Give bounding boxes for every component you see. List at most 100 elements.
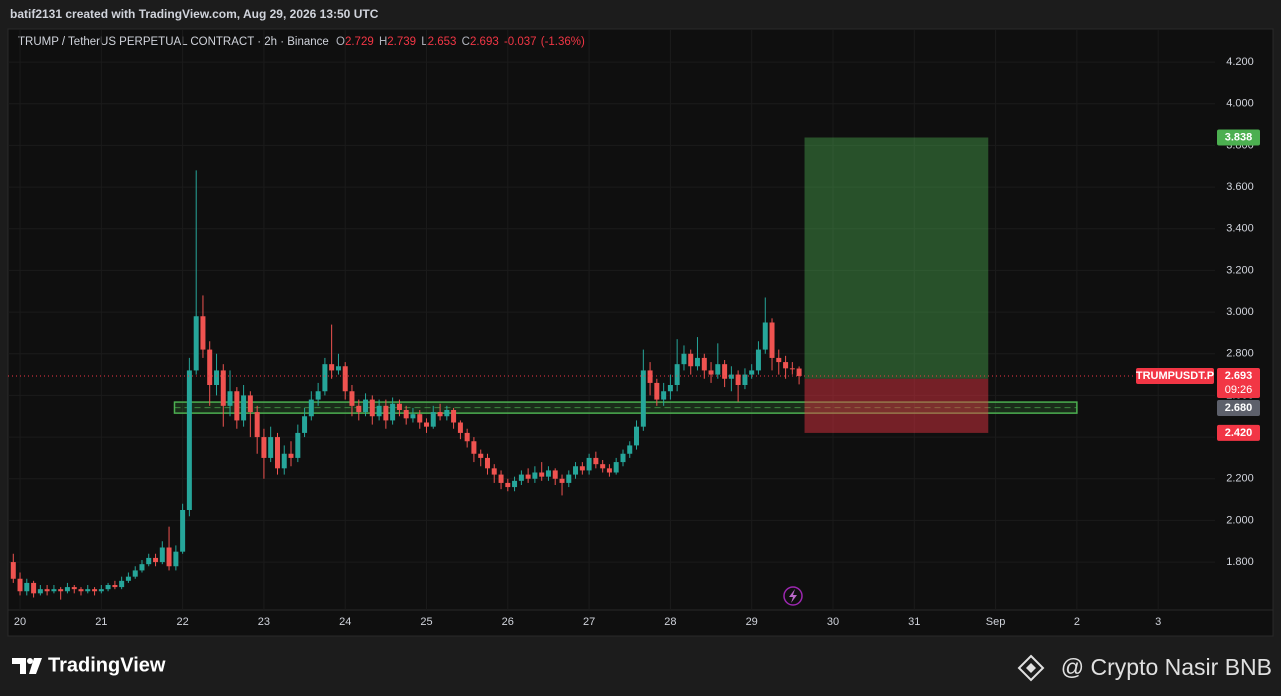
candle-body (593, 457, 599, 465)
candle-body (356, 405, 362, 413)
candle-body (85, 589, 91, 592)
candle-body (315, 391, 321, 400)
logo-mark (29, 658, 42, 674)
candle-body (241, 395, 247, 421)
candle-body (667, 385, 673, 392)
candle-body (579, 466, 585, 471)
x-tick-label: 22 (176, 616, 188, 628)
candle-body (37, 589, 43, 594)
candle-body (302, 416, 308, 433)
credit: batif2131 created with TradingView.com, … (10, 7, 379, 21)
y-tick-label: 2.200 (1226, 473, 1254, 485)
x-tick-label: 26 (502, 616, 514, 628)
y-tick-label: 3.000 (1226, 306, 1254, 318)
candle-body (369, 399, 375, 417)
x-tick-label: 24 (339, 616, 351, 628)
x-tick-label: 21 (95, 616, 107, 628)
candle-body (586, 457, 592, 471)
candle-body (139, 564, 145, 571)
legend-label: O (336, 36, 345, 48)
stop-badge (1217, 424, 1260, 441)
x-tick-label: 20 (14, 616, 26, 628)
candle-body (661, 391, 667, 400)
candle-body (166, 547, 172, 567)
target-badge (1217, 129, 1260, 146)
candle-body (613, 462, 619, 473)
legend-label: C (462, 36, 470, 48)
candle-body (268, 437, 274, 458)
candle-body (119, 580, 125, 588)
y-tick-label: 3.600 (1226, 181, 1254, 193)
candle-body (512, 480, 518, 488)
candle-body (227, 391, 233, 406)
loss-zone (804, 378, 989, 433)
watermark: @ Crypto Nasir BNB (1061, 654, 1272, 680)
legend-change: -0.037 (504, 36, 537, 48)
candle-body (708, 370, 714, 375)
candle-body (78, 589, 84, 592)
candle-body (180, 510, 186, 552)
candle-body (654, 382, 660, 400)
candle-body (640, 370, 646, 427)
candle-body (789, 368, 795, 370)
candle-body (132, 570, 138, 577)
candle-body (518, 474, 524, 481)
entry-badge (1217, 400, 1260, 417)
candle-body (214, 370, 220, 385)
candle-body (220, 370, 226, 406)
legend-label: L (421, 36, 428, 48)
tv-logo (12, 658, 42, 674)
x-tick-label: 3 (1155, 616, 1161, 628)
binance-icon (1017, 654, 1045, 682)
candle-body (769, 322, 775, 358)
candle-body (742, 374, 748, 385)
candle-body (186, 370, 192, 510)
candle-body (58, 589, 64, 592)
legend-label: H (379, 36, 387, 48)
icon-diamond (1017, 654, 1045, 682)
profit-zone (804, 137, 989, 379)
symbol-label: TRUMPUSDT.P (1136, 370, 1214, 382)
candle-body (17, 578, 23, 592)
candle-body (146, 557, 152, 565)
candle-body (410, 414, 416, 419)
legend-value: 2.653 (428, 36, 457, 48)
legend-value: 2.739 (387, 36, 416, 48)
candle-body (308, 399, 314, 417)
candle-body (376, 405, 382, 417)
x-tick-label: 25 (420, 616, 432, 628)
candle-body (92, 589, 98, 592)
last-price-label: 2.693 (1225, 370, 1253, 382)
candle-body (464, 432, 470, 442)
candle-body (722, 364, 728, 379)
candle-body (627, 445, 633, 454)
candle-body (153, 557, 159, 563)
logo-dot (27, 658, 33, 664)
legend-value: 2.729 (345, 36, 374, 48)
candle-body (600, 464, 606, 469)
x-tick-label: 31 (908, 616, 920, 628)
candle-body (647, 370, 653, 383)
symbol-badge (1136, 368, 1214, 385)
candle-body (105, 585, 111, 590)
candle-body (234, 391, 240, 421)
candle-body (254, 412, 260, 438)
legend-value: 2.693 (470, 36, 499, 48)
candle-body (545, 470, 551, 477)
x-tick-label: 28 (664, 616, 676, 628)
y-tick-label: 2.800 (1226, 348, 1254, 360)
candle-body (51, 589, 57, 592)
candle-body (776, 357, 782, 363)
candle-body (484, 457, 490, 469)
plot: 1.8002.0002.2002.4002.6002.8003.0003.200… (8, 30, 1260, 628)
candle-body (44, 589, 50, 592)
y-tick-label: 1.800 (1226, 556, 1254, 568)
candle-body (125, 576, 131, 581)
candle-body (322, 364, 328, 392)
candle-body (633, 426, 639, 446)
candle-body (10, 562, 16, 579)
alert-icon (783, 586, 803, 606)
candle-body (451, 410, 457, 423)
y-tick-label: 3.400 (1226, 223, 1254, 235)
candle-body (342, 366, 348, 392)
